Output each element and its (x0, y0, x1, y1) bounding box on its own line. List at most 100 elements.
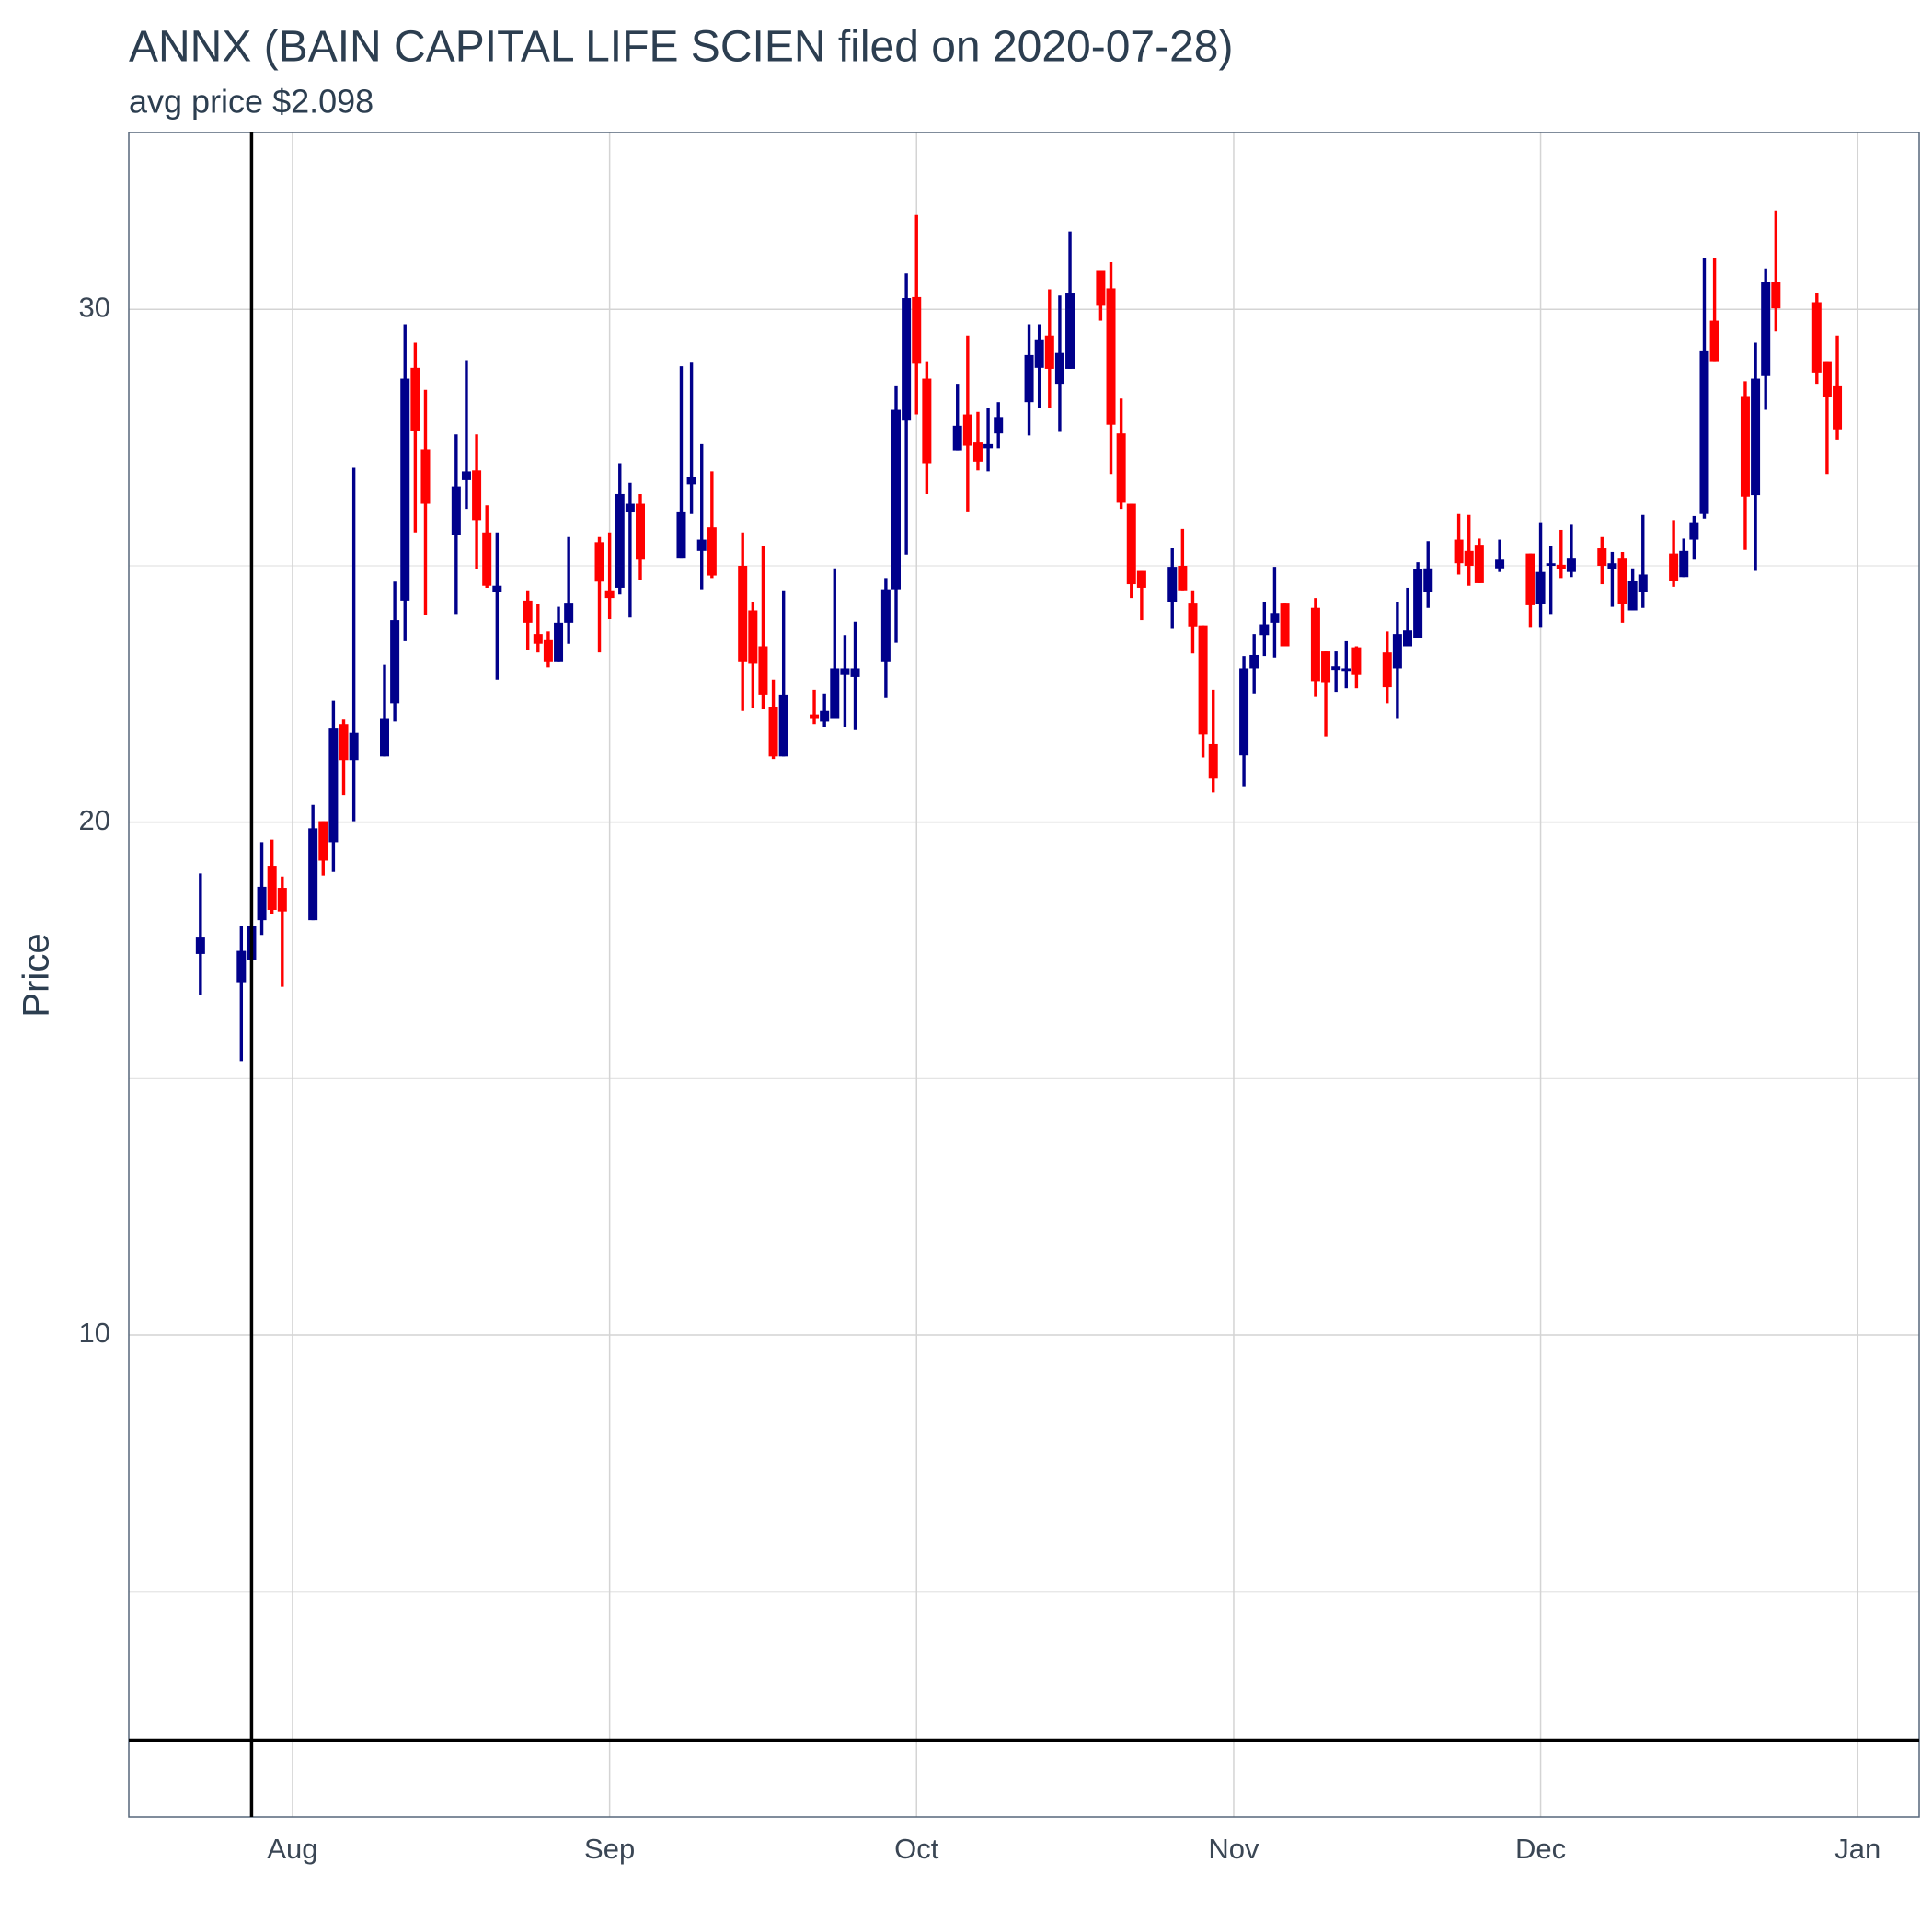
candle-body (1761, 282, 1771, 376)
candle-body (1208, 743, 1218, 779)
candle-body (1188, 603, 1198, 627)
x-tick-label: Jan (1834, 1833, 1880, 1865)
candle-body (492, 585, 502, 592)
candle-body (810, 714, 820, 719)
candle-body (778, 694, 788, 757)
plot-border (128, 132, 1920, 1818)
candle-body (1392, 634, 1402, 669)
candle-body (748, 610, 758, 664)
candle-body (1331, 666, 1341, 671)
candle-body (1382, 652, 1392, 688)
candle-body (1740, 396, 1750, 497)
candle-body (912, 296, 922, 364)
candle-body (902, 298, 912, 421)
candle-body (738, 565, 748, 662)
candle-body (1556, 564, 1566, 569)
candle-body (1822, 361, 1832, 397)
candle-body (994, 417, 1004, 434)
candle-body (707, 527, 717, 576)
candle-body (820, 710, 830, 722)
candle-body (533, 634, 543, 644)
chart-subtitle: avg price $2.098 (129, 83, 374, 121)
candle-body (1403, 630, 1412, 647)
candle-body (400, 378, 410, 601)
candle-body (461, 471, 471, 480)
x-tick-label: Dec (1515, 1833, 1566, 1865)
candle-body (380, 718, 389, 757)
candle-body (1709, 320, 1719, 362)
candle-body (1341, 668, 1351, 672)
candle-body (1096, 270, 1106, 306)
candle-body (686, 477, 696, 485)
candle-body (962, 414, 972, 446)
candle-body (604, 590, 615, 599)
candle-body (1833, 385, 1843, 430)
candle-body (1178, 565, 1188, 591)
candle-body (1495, 559, 1505, 569)
candle-body (615, 493, 625, 588)
candle-body (1811, 302, 1822, 373)
y-axis-label: Price (17, 933, 57, 1017)
candle-body (420, 449, 431, 504)
candle-body (543, 639, 553, 662)
candle-body (308, 828, 318, 921)
candle-body (328, 728, 339, 843)
x-tick-label: Sep (584, 1833, 635, 1865)
candle-body (625, 503, 635, 513)
candle-body (696, 539, 707, 551)
x-tick-label: Aug (267, 1833, 317, 1865)
candle-body (1249, 654, 1259, 669)
candle-body (390, 620, 400, 704)
candle-body (1034, 339, 1044, 368)
candle-body (840, 668, 850, 675)
candle-body (1617, 558, 1627, 604)
candle-body (972, 442, 983, 462)
candle-body (1116, 433, 1126, 503)
candle-body (1679, 550, 1689, 578)
candle-body (482, 532, 492, 586)
candle-body (1464, 550, 1474, 566)
x-tick-label: Oct (894, 1833, 939, 1865)
candle-body (1607, 563, 1617, 569)
candle-body (768, 707, 778, 757)
candle-body (1136, 570, 1146, 588)
candle-body (1423, 568, 1433, 592)
candle-body (410, 367, 420, 431)
candle-body (451, 486, 461, 535)
candle-body (1310, 607, 1320, 682)
candle-body (339, 724, 349, 761)
candle-body (1044, 335, 1054, 369)
candle-body (891, 409, 901, 590)
candle-body (758, 646, 768, 695)
candle-body (1627, 581, 1638, 611)
chart-title: ANNX (BAIN CAPITAL LIFE SCIEN filed on 2… (129, 23, 1233, 72)
candle-body (523, 600, 533, 623)
candle-body (636, 503, 645, 560)
candle-body (1669, 553, 1679, 581)
candle-body (983, 443, 994, 449)
candle-body (1638, 574, 1648, 592)
candle-body (1054, 352, 1064, 385)
candle-body (318, 821, 328, 861)
candle-body (922, 378, 932, 464)
candle-body (850, 668, 860, 677)
candle-body (1280, 603, 1290, 647)
candle-body (1566, 558, 1576, 572)
candle-body (1126, 503, 1136, 585)
candle-body (349, 732, 359, 761)
candle-body (1198, 625, 1208, 735)
candle-body (1597, 548, 1607, 566)
candle-body (880, 589, 891, 662)
candle-body (1239, 668, 1249, 756)
candle-body (1321, 651, 1331, 683)
candle-body (1751, 378, 1761, 496)
candle-body (554, 622, 564, 662)
candle-body (1771, 282, 1781, 309)
candle-body (195, 937, 205, 954)
candle-body (1454, 539, 1464, 564)
candle-body (236, 950, 247, 983)
candle-body (1413, 569, 1423, 638)
candle-body (472, 470, 482, 521)
